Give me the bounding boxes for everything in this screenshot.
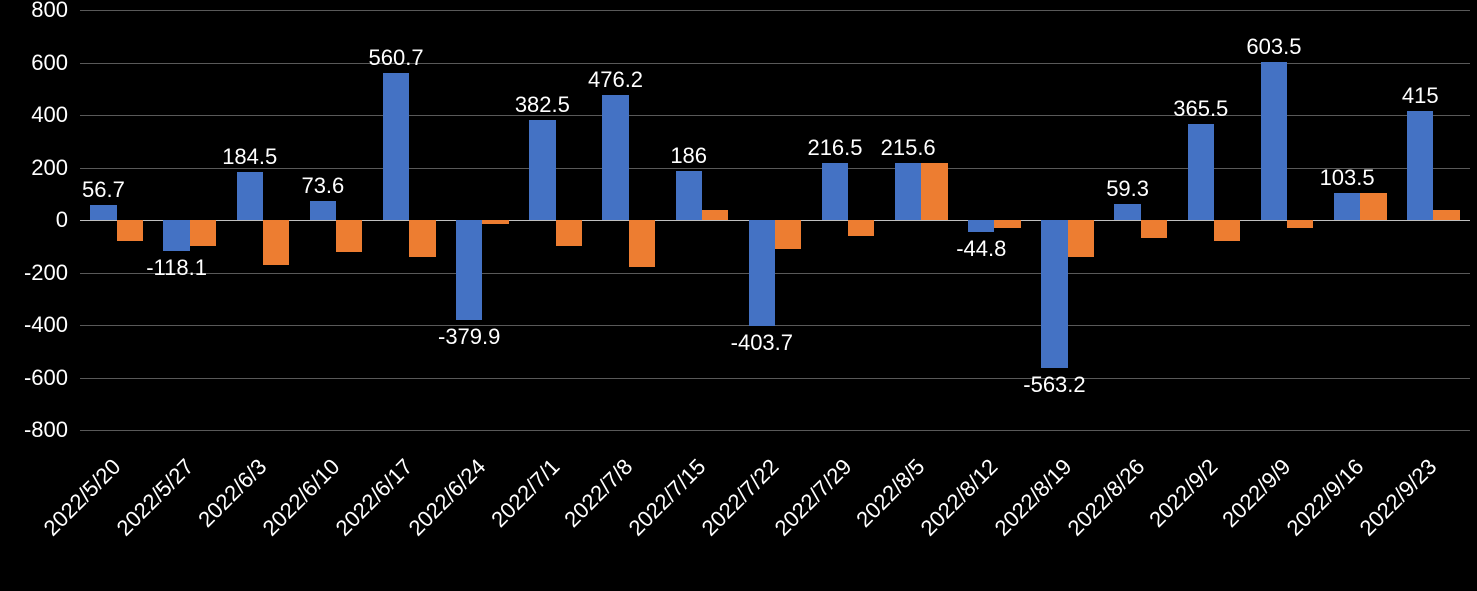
data-label: 415 xyxy=(1402,83,1439,109)
bar-series1 xyxy=(1407,111,1433,220)
data-label: 560.7 xyxy=(369,45,424,71)
plot-area: 56.7 -118.1 184.5 73.6 560.7 -379.9 382.5 476.2… xyxy=(80,10,1470,430)
data-label: 603.5 xyxy=(1246,34,1301,60)
data-label: 216.5 xyxy=(807,135,862,161)
bar-series2 xyxy=(1360,193,1386,220)
bar-series1 xyxy=(1114,204,1140,220)
bar-series2 xyxy=(1214,220,1240,241)
bar-series2 xyxy=(1068,220,1094,257)
bar-series1 xyxy=(456,220,482,320)
data-label: 382.5 xyxy=(515,92,570,118)
bar-series1 xyxy=(676,171,702,220)
bar-series1 xyxy=(383,73,409,220)
bar-series2 xyxy=(1287,220,1313,228)
bar-series1 xyxy=(163,220,189,251)
data-label: -118.1 xyxy=(146,255,207,281)
bar-series1 xyxy=(90,205,116,220)
bar-series2 xyxy=(994,220,1020,228)
bar-series1 xyxy=(237,172,263,220)
y-tick-label: -200 xyxy=(0,260,68,286)
data-label: 186 xyxy=(670,143,707,169)
bar-series2 xyxy=(629,220,655,267)
bar-series2 xyxy=(921,163,947,220)
gridline xyxy=(80,430,1470,431)
bar-series1 xyxy=(310,201,336,220)
bar-series1 xyxy=(895,163,921,220)
y-tick-label: 0 xyxy=(0,207,68,233)
data-label: 103.5 xyxy=(1320,165,1375,191)
bar-series1 xyxy=(1261,62,1287,220)
data-label: 215.6 xyxy=(881,135,936,161)
bar-series1 xyxy=(749,220,775,326)
y-tick-label: 600 xyxy=(0,50,68,76)
bar-series1 xyxy=(602,95,628,220)
bar-series2 xyxy=(409,220,435,257)
data-label: 56.7 xyxy=(82,177,125,203)
y-tick-label: -400 xyxy=(0,312,68,338)
data-label: -403.7 xyxy=(731,330,793,356)
gridline xyxy=(80,273,1470,274)
bar-series2 xyxy=(556,220,582,246)
gridline xyxy=(80,378,1470,379)
gridline xyxy=(80,325,1470,326)
bar-series1 xyxy=(1188,124,1214,220)
data-label: 365.5 xyxy=(1173,96,1228,122)
bar-series1 xyxy=(822,163,848,220)
y-tick-label: 800 xyxy=(0,0,68,23)
data-label: 184.5 xyxy=(222,144,277,170)
data-label: -379.9 xyxy=(438,324,500,350)
y-tick-label: -800 xyxy=(0,417,68,443)
bar-series2 xyxy=(702,210,728,221)
bar-series1 xyxy=(968,220,994,232)
bar-series2 xyxy=(775,220,801,249)
bar-series2 xyxy=(482,220,508,224)
bar-series2 xyxy=(263,220,289,265)
bar-series2 xyxy=(190,220,216,246)
y-tick-label: -600 xyxy=(0,365,68,391)
bar-series2 xyxy=(336,220,362,252)
bar-series2 xyxy=(848,220,874,236)
bar-series1 xyxy=(529,120,555,220)
chart-container: 800 600 400 200 0 -200 -400 -600 -800 56.7 -118.1… xyxy=(0,0,1477,591)
data-label: 476.2 xyxy=(588,67,643,93)
bar-series2 xyxy=(1433,210,1459,221)
bar-series1 xyxy=(1041,220,1067,368)
bar-series2 xyxy=(1141,220,1167,238)
data-label: -563.2 xyxy=(1023,372,1085,398)
data-label: 59.3 xyxy=(1106,176,1149,202)
gridline xyxy=(80,10,1470,11)
y-tick-label: 400 xyxy=(0,102,68,128)
y-tick-label: 200 xyxy=(0,155,68,181)
data-label: -44.8 xyxy=(956,236,1006,262)
bar-series1 xyxy=(1334,193,1360,220)
data-label: 73.6 xyxy=(301,173,344,199)
bar-series2 xyxy=(117,220,143,241)
